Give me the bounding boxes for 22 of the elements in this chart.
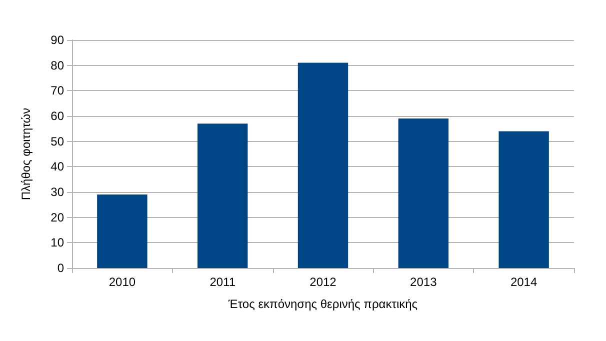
y-tick-label: 60 [50, 109, 64, 123]
y-tick-label: 30 [50, 185, 64, 199]
x-tick-label: 2013 [410, 275, 438, 289]
bar [97, 194, 148, 268]
x-tick-label: 2011 [210, 275, 236, 289]
y-tick-label: 80 [50, 58, 64, 72]
y-tick-label: 40 [50, 160, 64, 174]
x-tick-label: 2012 [310, 275, 337, 289]
y-tick-label: 10 [50, 236, 64, 250]
y-tick-label: 50 [50, 134, 64, 148]
bar [298, 62, 348, 268]
bar [198, 124, 248, 268]
y-tick-label: 70 [50, 84, 64, 98]
x-tick-label: 2014 [510, 275, 538, 289]
bar [498, 131, 549, 268]
x-tick-label: 2010 [108, 275, 136, 289]
y-tick-label: 20 [50, 210, 64, 224]
y-axis-title: Πλήθος φοιτητών [19, 108, 33, 200]
x-axis-title: Έτος εκπόνησης θερινής πρακτικής [227, 297, 418, 311]
y-tick-label: 90 [50, 33, 64, 47]
bar [398, 118, 448, 268]
y-tick-label: 0 [57, 261, 64, 275]
